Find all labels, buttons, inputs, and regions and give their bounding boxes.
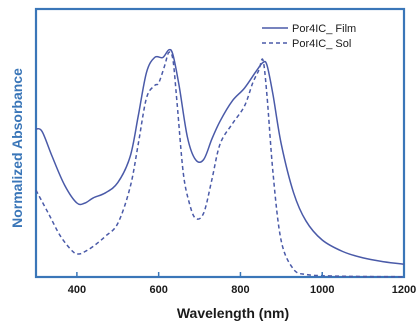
axes: [34, 7, 406, 279]
x-tick-label-800: 800: [231, 284, 249, 296]
series-line-sol: [35, 51, 405, 278]
x-tick-label-600: 600: [149, 284, 167, 296]
x-axis-title: Wavelength (nm): [177, 305, 289, 321]
legend: Por4IC_ Film Por4IC_ Sol: [262, 23, 356, 50]
legend-label-1: Por4IC_ Sol: [292, 38, 351, 50]
x-tick-label-400: 400: [68, 284, 86, 296]
x-ticks: 400 600 800 1000 1200: [68, 272, 416, 296]
legend-label-0: Por4IC_ Film: [292, 23, 356, 35]
series-line-film: [35, 48, 405, 265]
x-tick-label-1000: 1000: [310, 284, 334, 296]
plot-frame: [34, 7, 406, 279]
x-tick-label-1200: 1200: [392, 284, 416, 296]
series-layer: [35, 48, 405, 278]
y-axis-title: Normalized Absorbance: [9, 68, 25, 228]
